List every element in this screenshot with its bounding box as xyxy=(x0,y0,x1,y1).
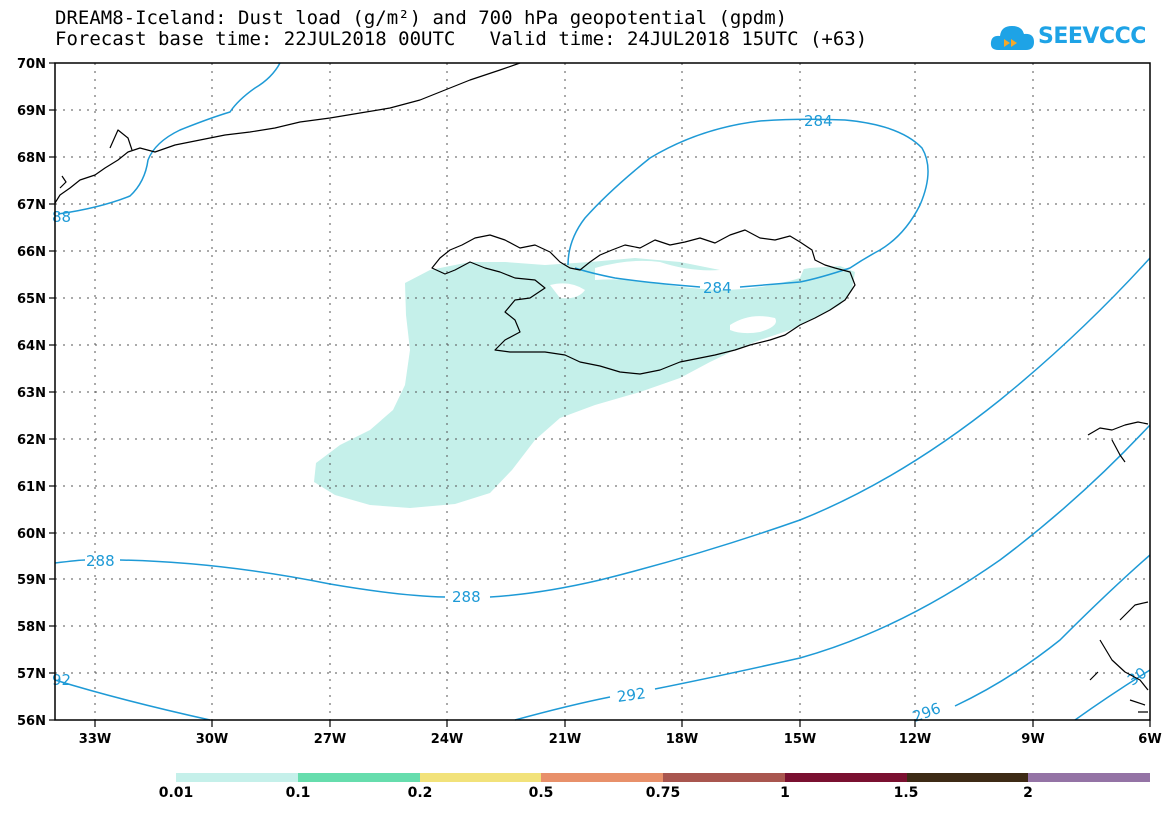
geopotential-contours xyxy=(54,62,1151,721)
lon-label: 9W xyxy=(1021,732,1044,747)
lat-label: 60N xyxy=(17,527,46,542)
lat-label: 58N xyxy=(17,620,46,635)
contour-label: 288 xyxy=(452,588,481,606)
lon-label: 21W xyxy=(549,732,581,747)
lat-label: 67N xyxy=(17,198,46,213)
colorbar-swatch xyxy=(297,773,420,782)
lat-label: 61N xyxy=(17,480,46,495)
contour-label: 92 xyxy=(52,671,71,689)
colorbar-swatch xyxy=(176,773,298,782)
colorbar-swatch xyxy=(784,773,907,782)
lat-label: 65N xyxy=(17,292,46,307)
colorbar xyxy=(176,773,1150,782)
lon-label: 30W xyxy=(196,732,228,747)
lat-label: 57N xyxy=(17,667,46,682)
colorbar-swatch xyxy=(1028,773,1150,782)
lon-label: 18W xyxy=(666,732,698,747)
chart-title: DREAM8-Iceland: Dust load (g/m²) and 700… xyxy=(55,7,788,29)
colorbar-label: 0.5 xyxy=(528,785,554,801)
lon-label: 27W xyxy=(314,732,346,747)
lon-label: 24W xyxy=(431,732,463,747)
colorbar-swatch xyxy=(906,773,1029,782)
seevccc-logo: SEEVCCC xyxy=(988,20,1148,60)
colorbar-label: 0.01 xyxy=(158,785,194,801)
contour-label: 88 xyxy=(52,208,71,226)
logo-text: SEEVCCC xyxy=(1038,24,1146,49)
lat-label: 66N xyxy=(17,245,46,260)
lat-label: 59N xyxy=(17,573,46,588)
grid xyxy=(55,63,1150,720)
lat-label: 62N xyxy=(17,433,46,448)
lon-label: 15W xyxy=(784,732,816,747)
contour-label: 30 xyxy=(1124,664,1150,690)
lat-label: 69N xyxy=(17,104,46,119)
lon-label: 6W xyxy=(1138,732,1161,747)
lat-label: 64N xyxy=(17,339,46,354)
contour-label: 284 xyxy=(703,279,732,297)
lon-label: 12W xyxy=(899,732,931,747)
colorbar-swatch xyxy=(663,773,785,782)
colorbar-label: 2 xyxy=(1023,785,1033,801)
lat-label: 70N xyxy=(17,57,46,72)
contour-label: 288 xyxy=(86,552,115,570)
colorbar-swatch xyxy=(419,773,542,782)
colorbar-label: 0.2 xyxy=(407,785,433,801)
cloud-icon xyxy=(990,26,1034,50)
chart-subtitle: Forecast base time: 22JUL2018 00UTC Vali… xyxy=(55,28,868,50)
colorbar-label: 0.1 xyxy=(285,785,311,801)
colorbar-swatch xyxy=(541,773,663,782)
contour-label: 284 xyxy=(804,112,833,130)
lat-label: 56N xyxy=(17,714,46,729)
dust-area xyxy=(314,258,855,508)
contour-label: 292 xyxy=(616,684,647,706)
lat-label: 68N xyxy=(17,151,46,166)
coastline xyxy=(54,62,1149,713)
colorbar-label: 1 xyxy=(780,785,790,801)
colorbar-label: 1.5 xyxy=(893,785,919,801)
lat-label: 63N xyxy=(17,386,46,401)
lon-label: 33W xyxy=(79,732,111,747)
colorbar-label: 0.75 xyxy=(645,785,681,801)
